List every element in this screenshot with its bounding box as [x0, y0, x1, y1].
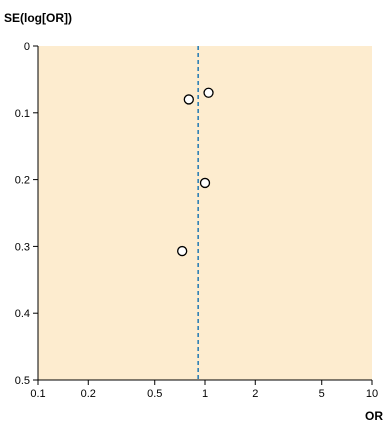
x-tick-label: 0.5 [147, 388, 162, 400]
x-tick-label: 5 [319, 388, 325, 400]
x-tick-label: 0.2 [81, 388, 96, 400]
y-tick-label: 0.3 [15, 241, 30, 253]
x-axis-title: OR [365, 409, 383, 423]
x-tick-label: 1 [202, 388, 208, 400]
y-axis: 0 0.1 0.2 0.3 0.4 0.5 [15, 41, 39, 387]
y-tick-label: 0.2 [15, 175, 30, 187]
data-point [177, 245, 188, 257]
x-tick-label: 10 [366, 388, 378, 400]
x-tick-label: 2 [252, 388, 258, 400]
plot-background [38, 46, 372, 380]
x-tick-label: 0.1 [30, 388, 45, 400]
y-tick-label: 0.5 [15, 375, 30, 387]
y-tick-label: 0.4 [15, 308, 30, 320]
data-point [183, 94, 194, 105]
data-point [203, 87, 214, 98]
data-points [177, 87, 214, 257]
y-axis-title: SE(log[OR]) [4, 11, 72, 25]
data-point [199, 177, 211, 189]
y-tick-label: 0.1 [15, 108, 30, 120]
y-tick-label: 0 [24, 41, 30, 53]
x-axis: 0.1 0.2 0.5 1 2 5 10 [30, 379, 378, 400]
